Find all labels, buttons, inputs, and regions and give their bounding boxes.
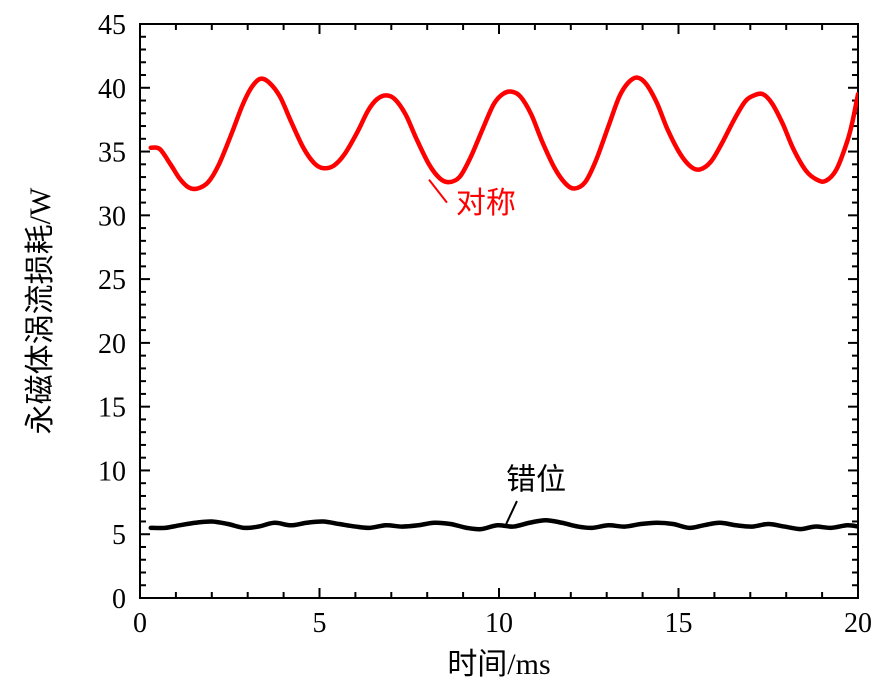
chart-svg: 0 5 10 15 20 0 5 10 15 20 25 30 35 40 45 时间/ms 永磁体涡流损耗/W… <box>0 0 892 691</box>
x-tick-label: 5 <box>313 608 327 639</box>
y-tick-label: 0 <box>112 584 126 615</box>
y-tick-label: 35 <box>98 138 126 169</box>
x-tick-label: 0 <box>133 608 147 639</box>
x-tick-label: 20 <box>844 608 872 639</box>
y-tick-label: 45 <box>98 10 126 41</box>
y-tick-label: 20 <box>98 329 126 360</box>
x-tick-label: 15 <box>665 608 693 639</box>
y-tick-label: 5 <box>112 520 126 551</box>
chart-container: 0 5 10 15 20 0 5 10 15 20 25 30 35 40 45 时间/ms 永磁体涡流损耗/W… <box>0 0 892 691</box>
y-axis-label: 永磁体涡流损耗/W <box>24 187 57 434</box>
series-label-错位: 错位 <box>506 464 566 497</box>
y-tick-label: 30 <box>98 201 126 232</box>
x-tick-label: 10 <box>485 608 513 639</box>
series-label-对称: 对称 <box>456 187 516 220</box>
y-tick-label: 10 <box>98 456 126 487</box>
y-tick-label: 25 <box>98 265 126 296</box>
y-tick-label: 15 <box>98 393 126 424</box>
x-axis-label: 时间/ms <box>447 648 550 681</box>
y-tick-label: 40 <box>98 74 126 105</box>
